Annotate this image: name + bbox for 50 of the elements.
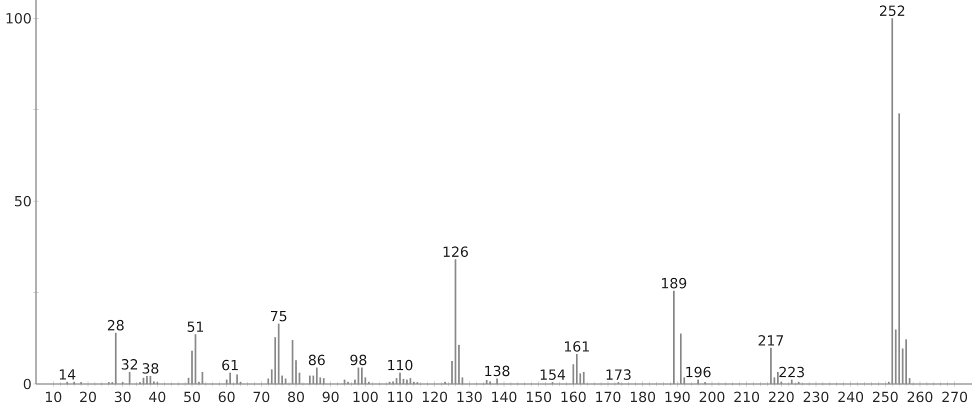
annotation: 28 [108,320,124,331]
x-tick-label: 40 [149,392,166,402]
x-tick-label: 90 [322,392,339,402]
x-tick-label: 100 [354,392,378,402]
x-tick-label: 200 [700,392,724,402]
x-tick-label: 130 [458,392,482,402]
annotation: 86 [308,354,325,366]
x-tick-label: 170 [596,392,620,402]
x-tick-label: 220 [768,392,794,402]
annotation: 75 [270,310,286,322]
annotation: 32 [122,359,138,370]
x-tick-label: 120 [422,392,448,402]
annotation: 173 [606,369,631,380]
annotation: 61 [222,360,238,370]
x-tick-label: 150 [526,392,552,402]
annotation: 252 [880,5,904,16]
annotation: 126 [444,246,468,258]
annotation: 98 [350,354,366,366]
x-tick-label: 260 [908,392,932,402]
annotation: 189 [662,278,686,288]
annotation: 154 [540,369,566,380]
x-tick-label: 190 [666,392,690,402]
y-tick-label: 50 [15,196,31,206]
x-tick-label: 270 [942,392,968,402]
annotation: 138 [485,366,510,376]
annotation: 161 [564,341,589,352]
x-tick-label: 60 [218,392,235,402]
annotation: 217 [758,335,784,346]
x-tick-label: 70 [254,392,270,402]
y-tick-label: 0 [24,378,31,390]
x-tick-label: 210 [734,392,760,402]
x-tick-label: 30 [114,392,131,402]
x-tick-label: 140 [492,392,516,402]
x-tick-label: 110 [388,392,412,402]
annotation: 110 [388,360,412,370]
x-tick-label: 230 [804,392,828,402]
annotation: 223 [779,366,804,378]
x-tick-label: 180 [630,392,656,402]
annotation: 14 [60,369,76,380]
x-tick-label: 250 [872,392,898,402]
x-tick-label: 10 [46,392,62,402]
annotation: 196 [686,366,711,378]
x-tick-label: 80 [288,392,304,402]
annotation: 38 [142,363,158,374]
x-tick-label: 160 [562,392,586,402]
x-tick-label: 20 [80,392,96,402]
x-tick-label: 50 [184,392,200,402]
x-tick-label: 240 [838,392,864,402]
annotation: 51 [188,322,204,332]
y-tick-label: 100 [6,12,31,24]
